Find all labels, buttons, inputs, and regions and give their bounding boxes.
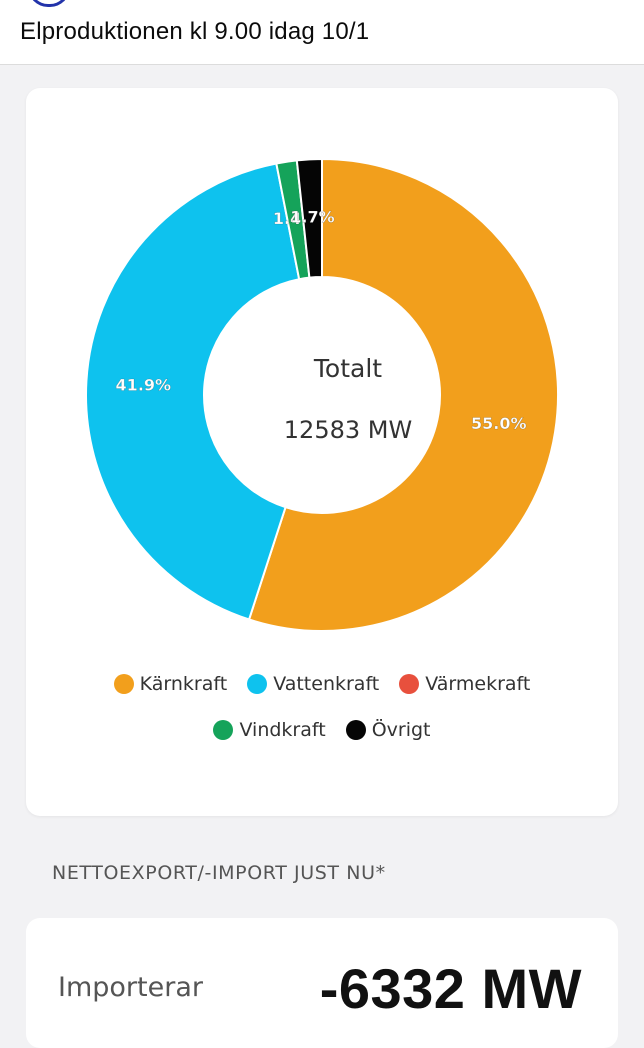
legend-item-varmekraft[interactable]: Värmekraft: [399, 673, 530, 695]
slice-ovrigt[interactable]: [295, 157, 323, 279]
slice-vattenkraft[interactable]: [85, 162, 301, 621]
donut-chart: 55.0%41.9%1.4%1.7%: [85, 157, 559, 632]
app-header: Elproduktionen kl 9.00 idag 10/1: [0, 0, 644, 65]
logo-icon: [28, 0, 70, 7]
chart-center-value: 12583 MW: [283, 416, 413, 444]
legend-dot-icon: [213, 720, 234, 740]
net-card: Importerar -6332 MW: [26, 918, 618, 1048]
net-section-heading: NETTOEXPORT/-IMPORT JUST NU*: [52, 862, 386, 884]
page-title: Elproduktionen kl 9.00 idag 10/1: [20, 18, 370, 45]
import-label: Importerar: [58, 972, 203, 1003]
legend-label: Kärnkraft: [139, 673, 228, 695]
legend-label: Värmekraft: [425, 673, 531, 695]
legend-row-2: Vindkraft Övrigt: [26, 719, 618, 741]
slice-karnkraft[interactable]: [247, 157, 559, 632]
legend-item-ovrigt[interactable]: Övrigt: [345, 719, 431, 741]
legend-dot-icon: [399, 674, 420, 694]
import-value: -6332 MW: [319, 957, 582, 1020]
chart-center-title: Totalt: [313, 354, 383, 383]
legend-dot-icon: [113, 674, 134, 694]
legend-dot-icon: [345, 720, 366, 740]
slice-ovrigt-label: 1.7%: [290, 207, 334, 226]
legend-label: Övrigt: [371, 719, 431, 741]
legend-item-vattenkraft[interactable]: Vattenkraft: [247, 673, 379, 695]
legend-row-1: Kärnkraft Vattenkraft Värmekraft: [26, 673, 618, 695]
slice-karnkraft-label: 55.0%: [471, 414, 527, 433]
slice-vattenkraft-label: 41.9%: [116, 375, 172, 394]
production-card: 55.0% 41.9% 1.4% 1.7% Totalt 12583 MW Kärnk…: [26, 88, 618, 816]
legend-label: Vindkraft: [239, 719, 326, 741]
legend-dot-icon: [247, 674, 268, 694]
legend-item-vindkraft[interactable]: Vindkraft: [213, 719, 326, 741]
donut-hole: [205, 278, 439, 512]
legend-item-karnkraft[interactable]: Kärnkraft: [113, 673, 228, 695]
legend-label: Vattenkraft: [273, 673, 380, 695]
